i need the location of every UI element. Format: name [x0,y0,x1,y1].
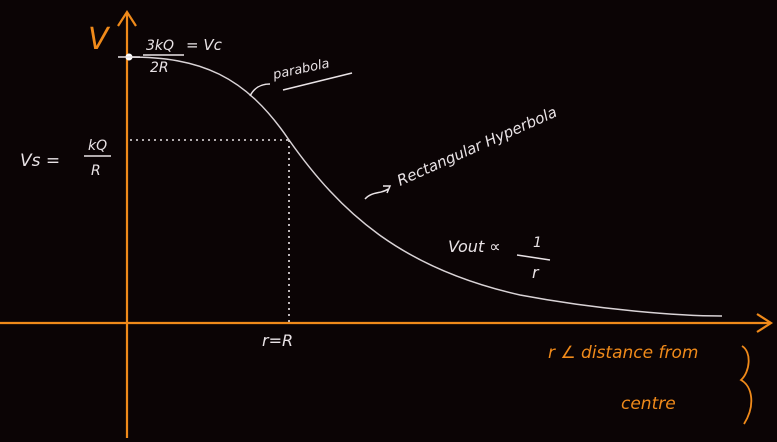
y-axis-arrowhead [117,9,137,27]
vout-label: Vout ∝ [448,237,501,256]
x-axis-label-line2: centre [621,394,676,414]
vs-numerator: kQ [88,138,107,154]
vout-fraction-bar [516,254,551,261]
hyperbola-pointer-arrow [364,185,392,200]
vout-denominator: r [532,263,540,282]
x-axis-label-brace [739,345,753,425]
x-axis-arrowhead [756,313,774,333]
y-axis-label: V [88,22,111,57]
vout-numerator: 1 [533,235,542,251]
parabola-underline [282,72,353,91]
r-equals-R-label: r=R [262,331,293,350]
vc-equals: = Vc [186,36,223,54]
parabola-pointer-arrow [249,83,271,97]
vc-numerator: 3kQ [146,38,174,54]
vs-label: Vs = [20,151,60,171]
vc-denominator: 2R [150,60,169,76]
x-axis-label-line1: r ∠ distance from [548,343,698,363]
vs-denominator: R [91,163,101,179]
rectangular-hyperbola-label: Rectangular Hyperbola [394,103,559,190]
potential-curve [128,56,723,317]
parabola-label: parabola [271,56,331,83]
